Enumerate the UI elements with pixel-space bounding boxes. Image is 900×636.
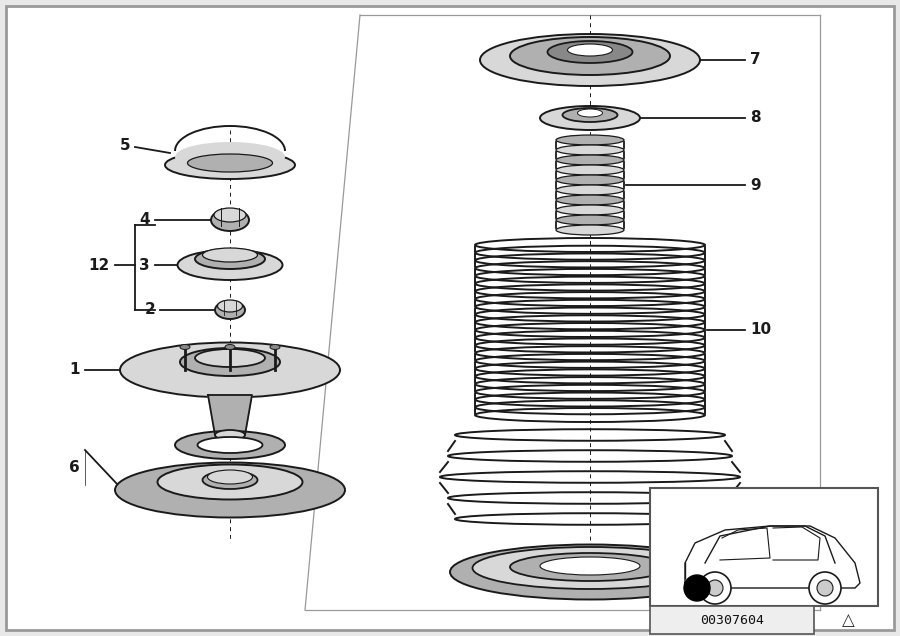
Ellipse shape (562, 108, 617, 122)
Ellipse shape (556, 155, 624, 165)
Bar (650, 488, 878, 606)
Ellipse shape (197, 437, 263, 453)
Ellipse shape (556, 145, 624, 155)
Ellipse shape (115, 462, 345, 518)
Circle shape (809, 572, 841, 604)
Text: 2: 2 (144, 303, 155, 317)
Ellipse shape (215, 430, 245, 440)
Text: 11: 11 (795, 565, 816, 579)
Ellipse shape (165, 151, 295, 179)
Ellipse shape (120, 343, 340, 398)
Text: 12: 12 (89, 258, 110, 272)
Ellipse shape (211, 209, 249, 231)
Text: 8: 8 (750, 111, 760, 125)
Ellipse shape (208, 470, 253, 484)
Ellipse shape (556, 175, 624, 185)
Ellipse shape (480, 34, 700, 86)
Ellipse shape (180, 345, 190, 350)
Ellipse shape (556, 205, 624, 215)
Ellipse shape (218, 300, 242, 312)
Ellipse shape (556, 185, 624, 195)
Ellipse shape (540, 106, 640, 130)
Ellipse shape (175, 431, 285, 459)
Text: 6: 6 (69, 459, 80, 474)
Text: 00307604: 00307604 (700, 614, 764, 626)
Ellipse shape (556, 225, 624, 235)
Ellipse shape (177, 250, 283, 280)
Ellipse shape (270, 345, 280, 350)
Ellipse shape (556, 215, 624, 225)
Text: 7: 7 (750, 53, 760, 67)
Text: 4: 4 (140, 212, 150, 228)
Ellipse shape (202, 248, 257, 262)
Ellipse shape (547, 41, 633, 63)
Ellipse shape (556, 135, 624, 145)
Ellipse shape (568, 44, 613, 56)
Ellipse shape (180, 348, 280, 376)
Ellipse shape (158, 464, 302, 499)
Text: 5: 5 (120, 137, 130, 153)
Text: 9: 9 (750, 177, 760, 193)
Ellipse shape (578, 109, 602, 117)
Circle shape (699, 572, 731, 604)
Ellipse shape (202, 471, 257, 489)
Ellipse shape (195, 249, 265, 269)
Text: △: △ (842, 611, 855, 629)
Ellipse shape (195, 349, 265, 367)
Ellipse shape (175, 142, 285, 172)
Ellipse shape (540, 557, 640, 575)
Circle shape (817, 580, 833, 596)
Circle shape (707, 580, 723, 596)
Ellipse shape (556, 165, 624, 175)
Text: 10: 10 (750, 322, 771, 338)
Text: 3: 3 (140, 258, 150, 272)
Ellipse shape (215, 301, 245, 319)
Ellipse shape (472, 547, 707, 589)
Ellipse shape (187, 154, 273, 172)
Polygon shape (208, 395, 252, 435)
Circle shape (684, 575, 710, 601)
Ellipse shape (214, 208, 246, 222)
Text: 1: 1 (69, 363, 80, 378)
Bar (650, 606, 814, 634)
Ellipse shape (556, 195, 624, 205)
Ellipse shape (510, 37, 670, 75)
Ellipse shape (225, 345, 235, 350)
Ellipse shape (510, 553, 670, 581)
Ellipse shape (450, 544, 730, 600)
